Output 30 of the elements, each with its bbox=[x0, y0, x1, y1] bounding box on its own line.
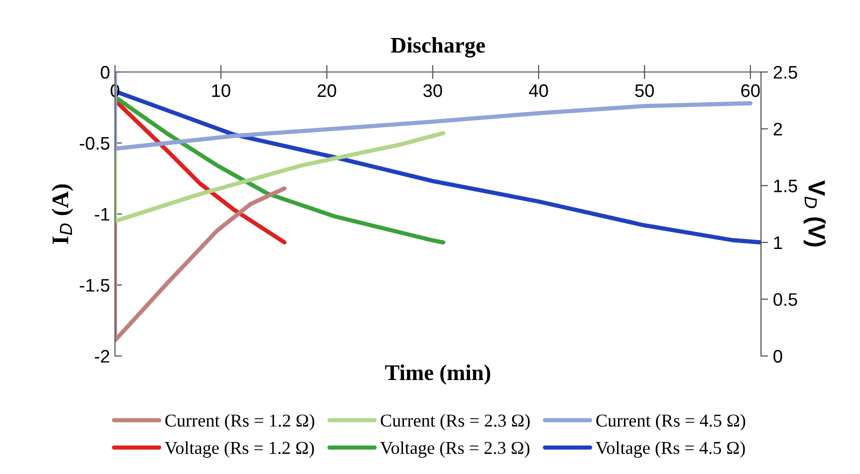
x-tick-label: 10 bbox=[212, 84, 230, 98]
legend-label: Voltage (Rs = 1.2 Ω) bbox=[164, 441, 314, 458]
y2-tick-label: 0.5 bbox=[774, 293, 798, 306]
legend-label: Current (Rs = 4.5 Ω) bbox=[596, 414, 746, 430]
legend-label: Current (Rs = 2.3 Ω) bbox=[380, 414, 530, 430]
x-tick-label: 30 bbox=[423, 84, 442, 98]
y-axis-title: I$_{D}$ (A) bbox=[52, 184, 74, 244]
legend-label: Current (Rs = 1.2 Ω) bbox=[165, 414, 314, 430]
y-tick-label: 0 bbox=[100, 66, 110, 79]
y2-tick-label: 2.5 bbox=[774, 66, 798, 79]
y-tick-label: -0.5 bbox=[80, 136, 110, 150]
x-axis-title: Time (min) bbox=[385, 364, 490, 385]
y-tick-label: -2 bbox=[94, 350, 110, 363]
x-tick-label: 50 bbox=[635, 84, 654, 98]
y2-tick-label: 2 bbox=[774, 122, 782, 136]
legend-label: Voltage (Rs = 2.3 Ω) bbox=[380, 441, 530, 458]
line-series bbox=[115, 130, 446, 224]
legend-label: Voltage (Rs = 4.5 Ω) bbox=[596, 441, 745, 458]
x-tick-label: 60 bbox=[741, 84, 760, 98]
y-tick-label: -1 bbox=[94, 208, 110, 221]
x-tick-label: 40 bbox=[528, 84, 548, 98]
y-tick-label: -1.5 bbox=[80, 279, 110, 292]
y2-tick-label: 1.5 bbox=[774, 180, 798, 192]
line-series bbox=[115, 98, 287, 244]
y2-tick-label: 1 bbox=[774, 236, 782, 249]
y2-axis-title: V$_{D}$ (V) bbox=[804, 180, 826, 246]
y2-tick-label: 0 bbox=[774, 350, 782, 363]
line-series bbox=[115, 186, 287, 342]
chart-title: Discharge bbox=[390, 37, 485, 58]
x-tick-label: 20 bbox=[318, 84, 336, 98]
